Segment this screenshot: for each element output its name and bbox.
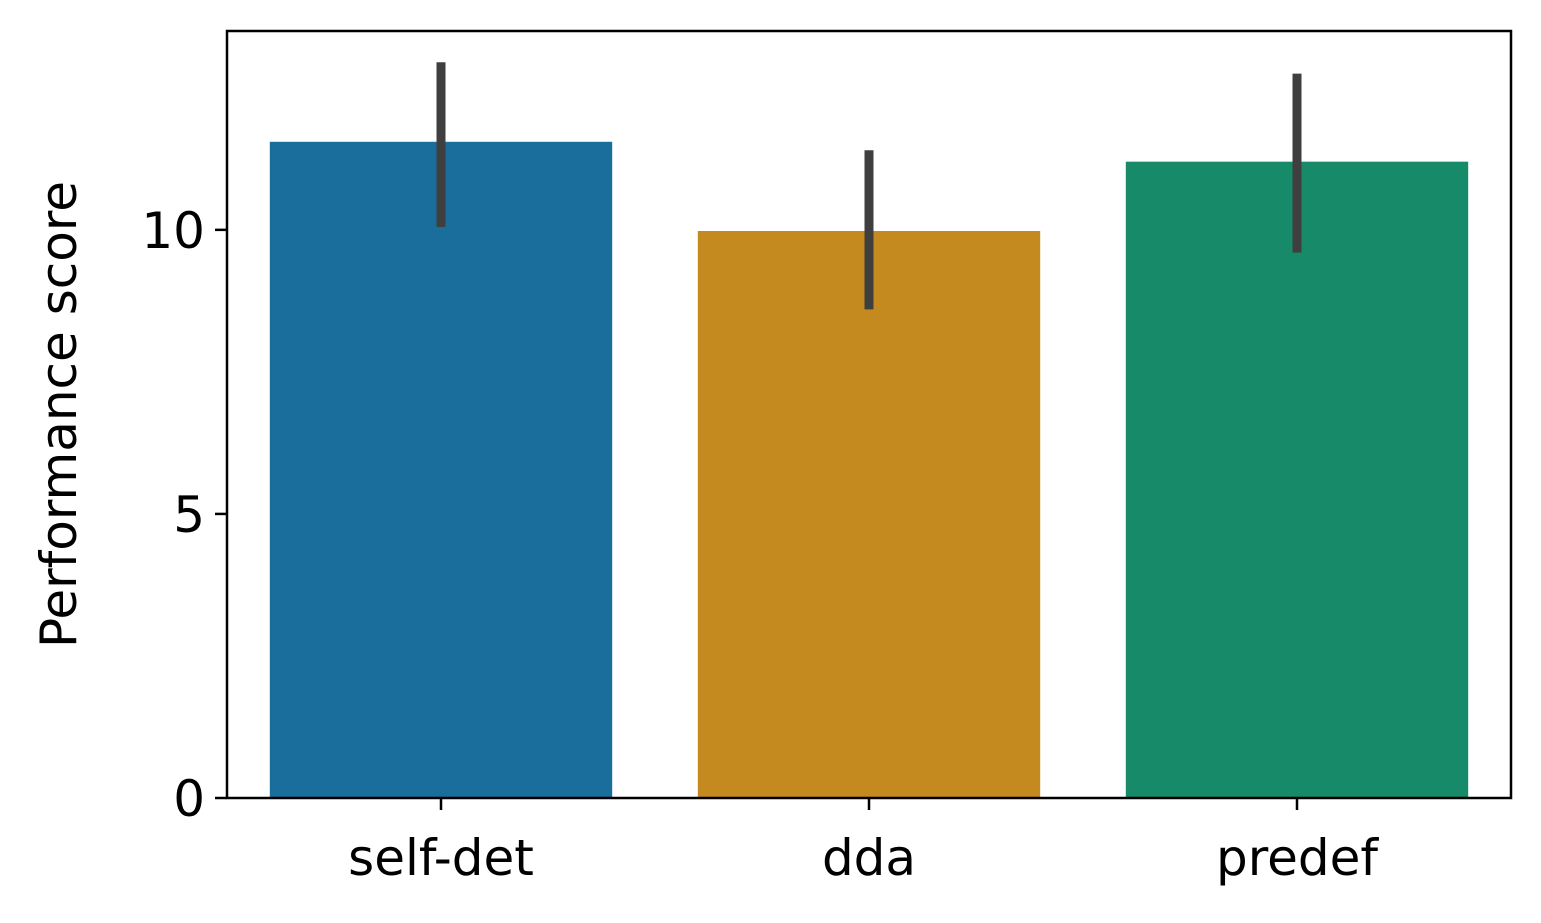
bar-dda [697, 230, 1041, 798]
y-tick-label: 0 [173, 770, 205, 828]
bars [269, 141, 1469, 799]
y-axis: 0 5 10 [141, 202, 227, 828]
bar-predef [1125, 161, 1469, 798]
x-tick-label: predef [1216, 829, 1379, 887]
x-tick-label: self-det [348, 829, 534, 887]
error-bars [436, 62, 1302, 310]
y-axis-label: Performance score [30, 181, 88, 648]
x-axis: self-det dda predef [348, 798, 1379, 887]
y-tick-label: 10 [141, 202, 205, 260]
bar-self-det [269, 141, 613, 799]
y-tick-label: 5 [173, 486, 205, 544]
x-tick-label: dda [822, 829, 916, 887]
